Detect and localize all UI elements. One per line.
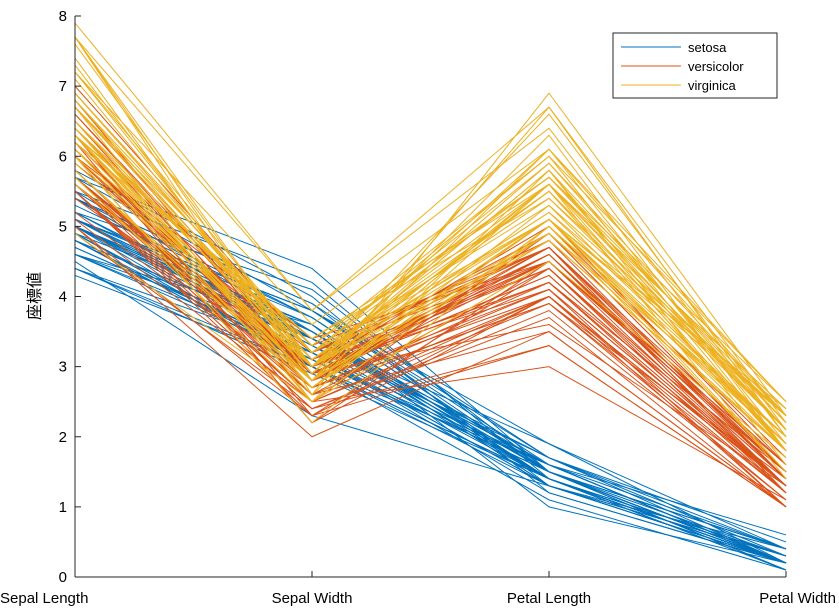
y-tick-label: 6 (59, 148, 67, 165)
series-line-virginica-43 (74, 169, 787, 445)
series-line-virginica-18 (74, 36, 787, 424)
series-line-virginica-20 (74, 155, 787, 473)
y-tick-label: 3 (59, 359, 67, 376)
y-tick-label: 4 (59, 289, 67, 306)
series-line-versicolor-44 (74, 225, 787, 508)
series-line-virginica-41 (74, 106, 787, 410)
legend[interactable]: setosa versicolor virginica (612, 32, 778, 99)
legend-label-setosa: setosa (688, 40, 727, 55)
legend-label-virginica: virginica (688, 78, 736, 93)
y-tick-label: 1 (59, 499, 67, 516)
series-virginica (74, 22, 787, 480)
series-line-versicolor-32 (74, 190, 787, 508)
plot-lines (74, 22, 787, 571)
series-line-virginica-50 (74, 162, 787, 452)
x-tick-label: Sepal Length (0, 590, 88, 607)
y-tick-label: 2 (59, 429, 67, 446)
y-tick-label: 8 (59, 8, 67, 25)
series-line-virginica-45 (74, 106, 787, 403)
y-axis-label: 座標値 (25, 272, 44, 320)
series-line-virginica-49 (74, 141, 787, 417)
x-tick-label: Petal Width (759, 590, 836, 607)
legend-label-versicolor: versicolor (688, 59, 744, 74)
series-line-virginica-33 (74, 127, 787, 424)
y-tick-label: 0 (59, 569, 67, 586)
y-ticks: 0 1 2 3 4 5 6 7 8 (59, 8, 81, 586)
x-tick-label: Sepal Width (272, 590, 353, 607)
series-line-virginica-23 (74, 36, 787, 438)
series-line-virginica-48 (74, 120, 787, 438)
series-line-virginica-10 (74, 71, 787, 403)
series-line-virginica-7 (74, 232, 787, 459)
legend-entries: setosa versicolor virginica (621, 40, 744, 93)
series-line-versicolor-40 (74, 190, 787, 487)
y-tick-label: 5 (59, 218, 67, 235)
x-ticks: Sepal Length Sepal Width Petal Length Petal… (0, 571, 836, 607)
x-tick-label: Petal Length (507, 590, 591, 607)
series-line-versicolor-49 (74, 218, 787, 501)
y-tick-label: 7 (59, 78, 67, 95)
